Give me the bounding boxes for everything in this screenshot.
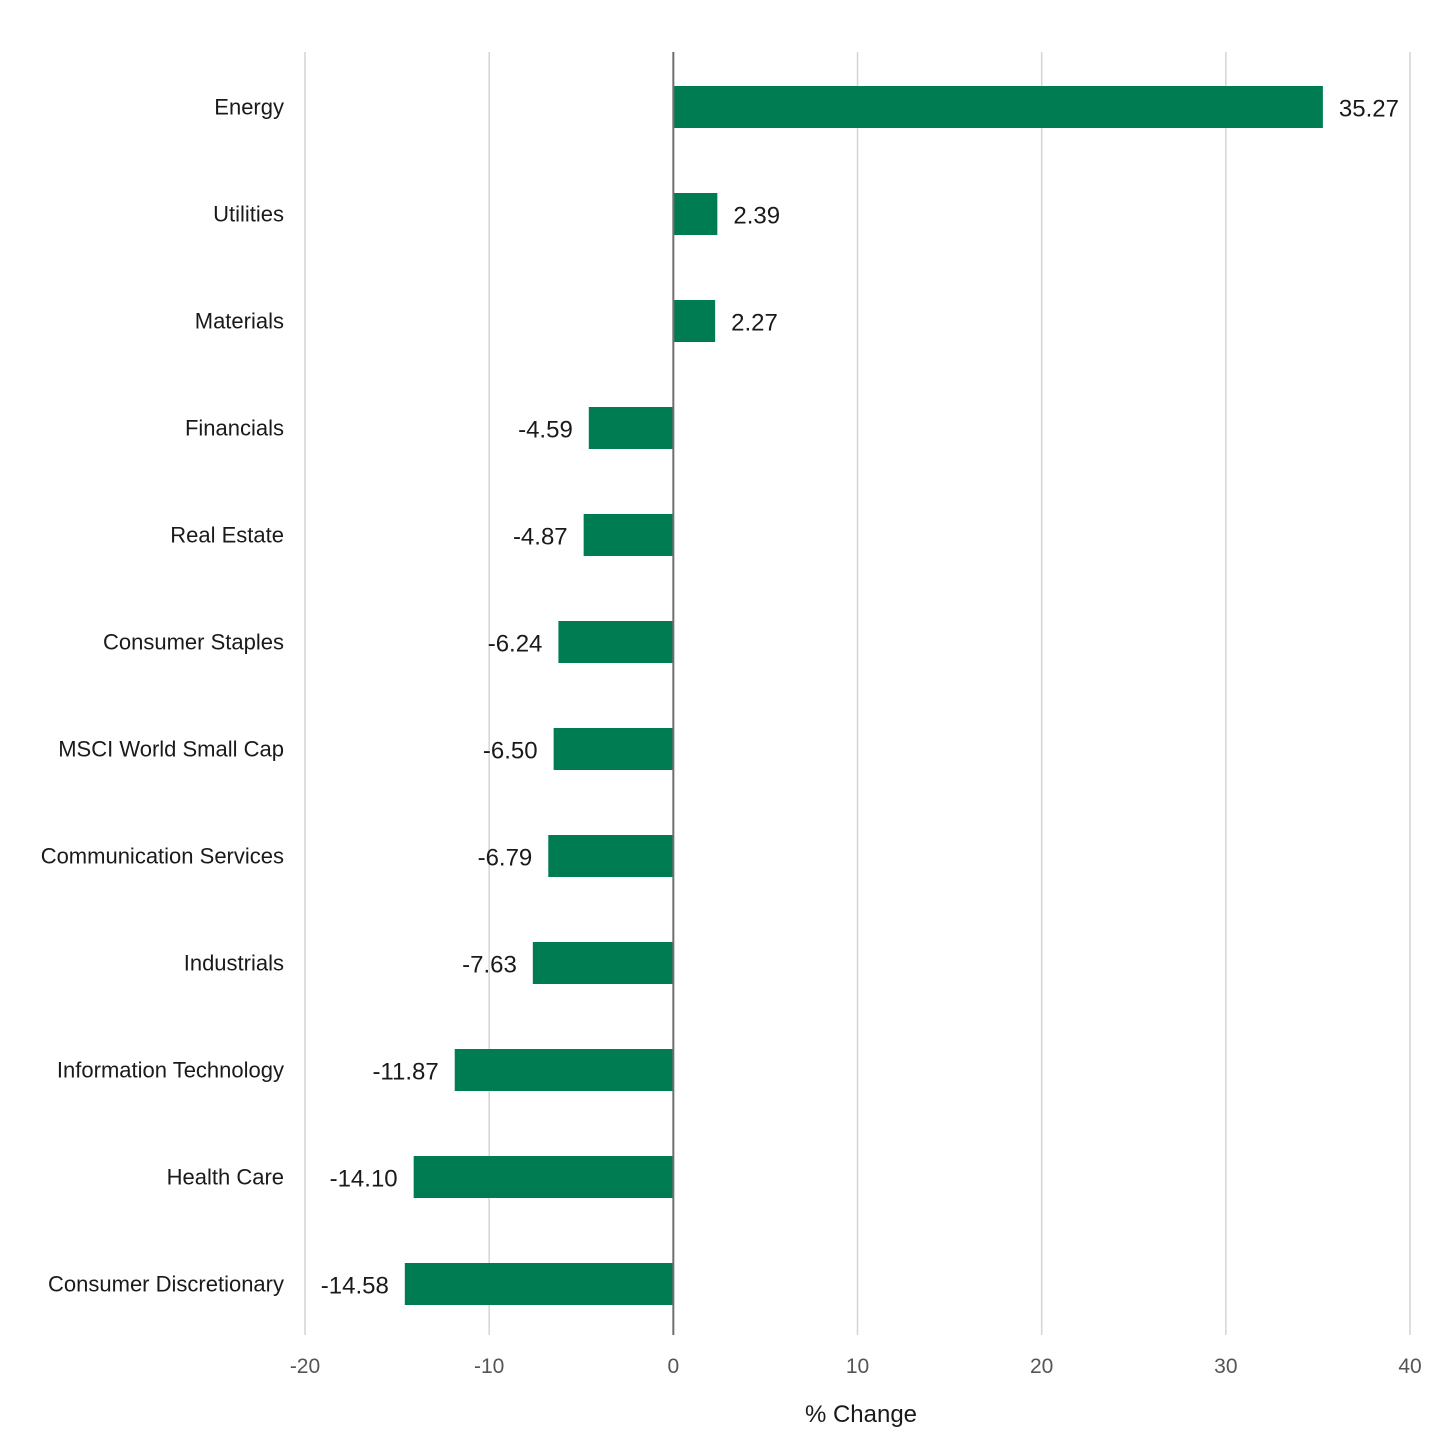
x-tick-labels: -20 -10 0 10 20 30 40 [290, 1355, 1422, 1378]
category-label: Health Care [167, 1165, 284, 1190]
bar [673, 86, 1323, 128]
x-tick-label: 30 [1214, 1355, 1237, 1378]
bar [454, 1049, 674, 1091]
data-label: -6.50 [483, 738, 538, 765]
data-label: -4.59 [518, 417, 573, 444]
bar [532, 942, 674, 984]
value-labels: 35.27 2.39 2.27 -4.59 -4.87 -6.24 -6.50 -6.79 -7… [321, 96, 1399, 1300]
bar [553, 728, 674, 770]
x-tick-label: 0 [667, 1355, 679, 1378]
bar [404, 1263, 674, 1305]
category-label: Materials [195, 309, 284, 334]
bar [548, 835, 674, 877]
category-label: Information Technology [57, 1058, 284, 1083]
data-label: 35.27 [1339, 96, 1399, 123]
x-tick-label: 40 [1398, 1355, 1421, 1378]
bar [588, 407, 674, 449]
data-label: 2.39 [733, 203, 780, 230]
data-label: -6.24 [488, 631, 543, 658]
data-label: -14.58 [321, 1273, 389, 1300]
data-label: -7.63 [462, 952, 517, 979]
grid-lines [304, 52, 1411, 1335]
category-label: Consumer Staples [103, 630, 284, 655]
bar [413, 1156, 674, 1198]
x-tick-label: 20 [1030, 1355, 1053, 1378]
category-label: Utilities [213, 202, 284, 227]
bars [404, 86, 1323, 1305]
bar [673, 300, 716, 342]
category-label: Energy [214, 95, 284, 120]
x-tick-label: 10 [846, 1355, 869, 1378]
x-axis-title: % Change [805, 1401, 917, 1428]
category-label: Consumer Discretionary [48, 1272, 284, 1297]
bar [558, 621, 674, 663]
x-tick-label: -20 [290, 1355, 320, 1378]
category-label: Real Estate [170, 523, 284, 548]
data-label: 2.27 [731, 310, 778, 337]
data-label: -14.10 [330, 1166, 398, 1193]
data-label: -6.79 [478, 845, 533, 872]
data-label: -11.87 [372, 1059, 438, 1086]
x-tick-label: -10 [474, 1355, 504, 1378]
category-label: MSCI World Small Cap [58, 737, 284, 762]
bar [583, 514, 674, 556]
category-label: Communication Services [41, 844, 284, 869]
category-label: Financials [185, 416, 284, 441]
category-labels: Energy Utilities Materials Financials Real E… [41, 95, 284, 1297]
bar [673, 193, 718, 235]
data-label: -4.87 [513, 524, 568, 551]
category-label: Industrials [184, 951, 284, 976]
